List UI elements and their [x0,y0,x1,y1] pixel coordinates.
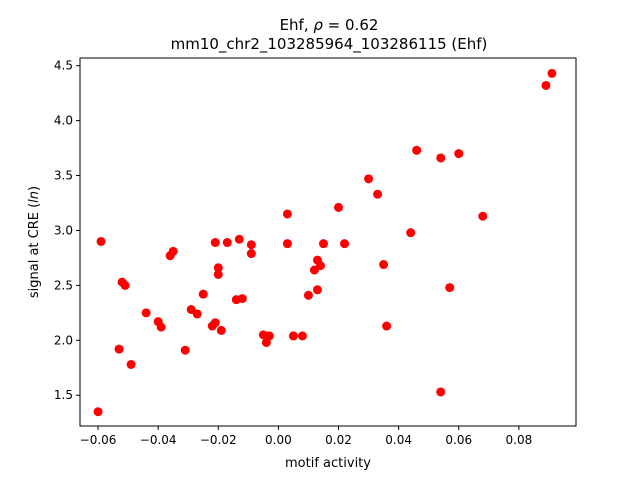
y-axis-ticks: 1.5 2.0 2.5 3.0 3.5 4.0 4.5 [54,59,80,402]
x-tick-label: 0.08 [506,433,533,447]
data-point-10 [168,246,178,256]
x-axis-ticks: −0.06 −0.04 −0.02 0.00 0.02 0.04 0.06 0.08 [80,426,533,447]
data-point-47 [412,145,422,155]
data-point-21 [222,238,232,248]
data-point-23 [234,234,244,244]
x-axis-label: motif activity [285,456,371,471]
data-point-5 [126,359,136,369]
plot-area-frame [79,57,577,427]
y-tick-label: 2.0 [54,333,73,347]
data-point-18 [213,269,223,279]
data-point-44 [379,260,389,270]
data-point-40 [334,202,344,212]
data-point-1 [96,236,106,246]
data-point-29 [264,331,274,341]
y-tick-label: 4.5 [54,59,73,73]
data-point-0 [93,407,103,417]
data-point-11 [180,345,190,355]
y-tick-label: 4.0 [54,114,73,128]
x-tick-label: −0.06 [80,433,117,447]
data-point-48 [436,153,446,163]
data-point-8 [156,322,166,332]
x-tick-label: −0.02 [200,433,237,447]
y-tick-label: 1.5 [54,388,73,402]
data-point-49 [436,387,446,397]
data-point-16 [210,238,220,248]
data-point-17 [210,318,220,328]
y-tick-label: 3.0 [54,223,73,237]
data-point-19 [213,263,223,273]
data-point-30 [282,209,292,219]
data-point-20 [216,325,226,335]
data-point-34 [303,290,313,300]
data-point-14 [198,289,208,299]
y-axis-label: signal at CRE (ln) [27,186,42,298]
y-tick-label: 3.5 [54,169,73,183]
data-point-45 [382,321,392,331]
data-point-26 [246,240,256,250]
data-point-25 [246,249,256,259]
x-tick-label: 0.00 [265,433,292,447]
data-point-13 [192,309,202,319]
data-point-36 [312,285,322,295]
data-point-2 [114,344,124,354]
y-tick-label: 2.5 [54,278,73,292]
data-point-4 [120,280,130,290]
data-point-43 [373,189,383,199]
data-point-31 [282,239,292,249]
data-point-24 [237,294,247,304]
data-point-53 [541,80,551,90]
chart-title-line2: mm10_chr2_103285964_103286115 (Ehf) [171,35,488,54]
data-points [93,68,557,417]
chart-title-line1: Ehf, ρ = 0.62 [280,16,379,34]
data-point-33 [297,331,307,341]
data-point-38 [315,261,325,271]
data-point-51 [454,149,464,159]
data-point-6 [141,308,151,318]
data-point-46 [406,228,416,238]
x-tick-label: 0.06 [445,433,472,447]
data-point-39 [318,239,328,249]
x-tick-label: 0.02 [325,433,352,447]
data-point-50 [445,283,455,293]
x-tick-label: −0.04 [140,433,177,447]
x-tick-label: 0.04 [385,433,412,447]
data-point-52 [478,211,488,221]
data-point-54 [547,68,557,78]
data-point-42 [364,174,374,184]
data-point-41 [340,239,350,249]
data-point-32 [288,331,298,341]
